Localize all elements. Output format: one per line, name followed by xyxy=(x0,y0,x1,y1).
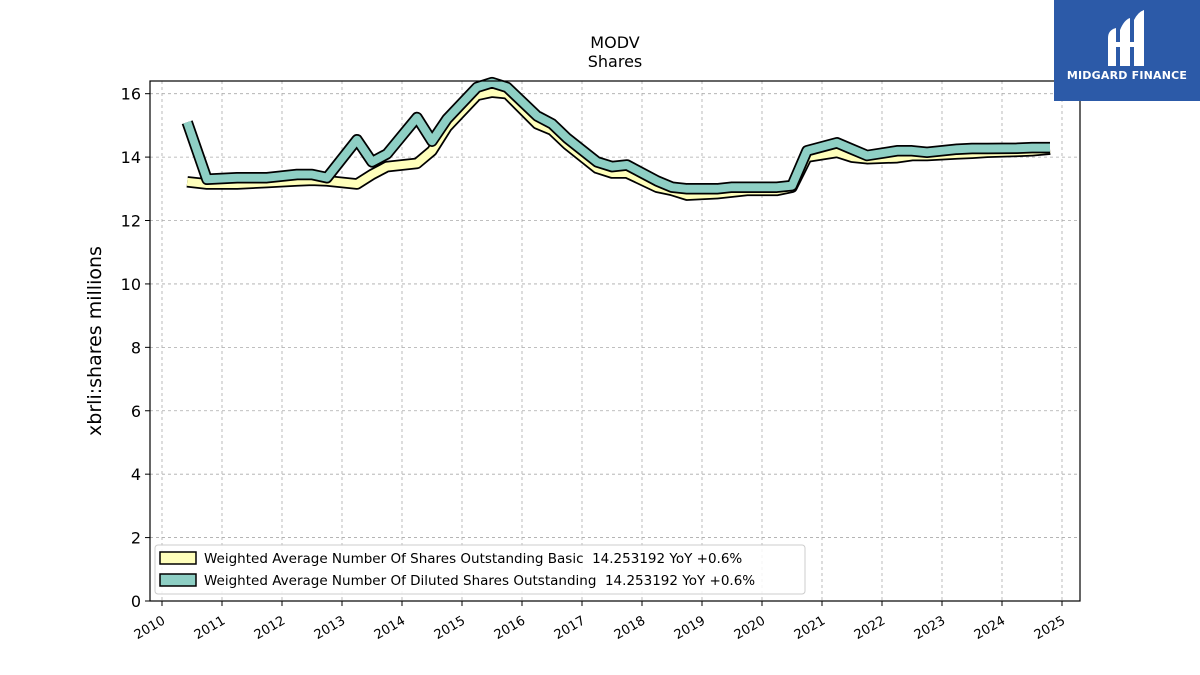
chart-subtitle: Shares xyxy=(588,52,643,71)
y-axis-label: xbrli:shares millions xyxy=(84,246,106,436)
x-tick-label: 2014 xyxy=(372,613,408,643)
x-tick-label: 2016 xyxy=(492,613,528,643)
x-tick-label: 2023 xyxy=(912,613,948,643)
x-tick-label: 2024 xyxy=(972,613,1008,643)
y-tick-label: 4 xyxy=(131,465,141,484)
legend-frame xyxy=(154,544,806,595)
series-lines xyxy=(181,76,1051,201)
y-tick-label: 14 xyxy=(121,148,141,167)
legend-label-basic: Weighted Average Number Of Shares Outsta… xyxy=(204,551,742,567)
y-tick-label: 8 xyxy=(131,338,141,357)
series-line-1 xyxy=(183,78,1050,193)
legend-swatch-diluted xyxy=(159,573,197,587)
x-tick-label: 2019 xyxy=(672,613,708,643)
x-tick-label: 2013 xyxy=(312,613,348,643)
y-axis-ticks: 0 2 4 6 8 10 12 14 16 xyxy=(121,85,150,611)
x-tick-label: 2025 xyxy=(1032,613,1068,643)
logo-text: MIDGARD FINANCE xyxy=(1066,69,1188,82)
y-tick-label: 0 xyxy=(131,592,141,611)
x-tick-label: 2018 xyxy=(612,613,648,643)
legend: Weighted Average Number Of Shares Outsta… xyxy=(154,544,806,595)
chart-title: MODV xyxy=(590,33,639,52)
legend-label-diluted: Weighted Average Number Of Diluted Share… xyxy=(204,573,755,589)
y-tick-label: 12 xyxy=(121,212,141,231)
y-tick-label: 6 xyxy=(131,402,141,421)
midgard-finance-logo: MIDGARD FINANCE xyxy=(1054,0,1200,101)
x-tick-label: 2017 xyxy=(552,613,588,643)
x-tick-label: 2020 xyxy=(732,613,768,643)
x-tick-label: 2015 xyxy=(432,613,468,643)
x-tick-label: 2010 xyxy=(132,613,168,643)
y-tick-label: 10 xyxy=(121,275,141,294)
y-tick-label: 16 xyxy=(121,85,141,104)
x-tick-label: 2022 xyxy=(852,613,888,643)
x-tick-label: 2011 xyxy=(192,613,228,643)
x-tick-label: 2012 xyxy=(252,613,288,643)
midgard-logo-mark-icon xyxy=(1108,10,1144,66)
legend-swatch-basic xyxy=(159,551,197,565)
plot-frame xyxy=(149,80,1081,602)
x-axis-ticks: 2010 2011 2012 2013 2014 2015 2016 2017 2018 2019… xyxy=(132,601,1068,643)
y-tick-label: 2 xyxy=(131,529,141,548)
x-tick-label: 2021 xyxy=(792,613,828,643)
